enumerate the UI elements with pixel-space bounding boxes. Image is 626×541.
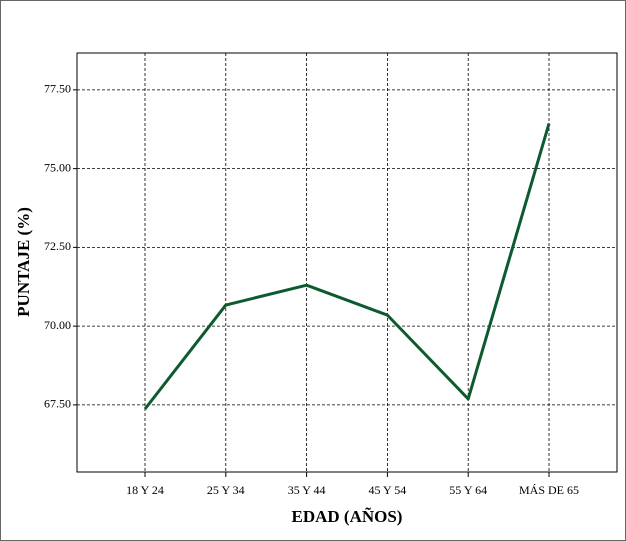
y-tick-label: 70.00 <box>44 318 71 332</box>
x-tick-label: 25 Y 34 <box>207 483 245 497</box>
x-tick-label: 35 Y 44 <box>288 483 326 497</box>
x-tick-label: 45 Y 54 <box>369 483 407 497</box>
x-axis-label: EDAD (AÑOS) <box>292 507 403 526</box>
y-axis-label: PUNTAJE (%) <box>14 207 33 317</box>
x-tick-label: 55 Y 64 <box>449 483 487 497</box>
x-tick-label: 18 Y 24 <box>126 483 164 497</box>
y-tick-label: 67.50 <box>44 397 71 411</box>
plot-area <box>76 52 618 473</box>
y-tick-label: 77.50 <box>44 82 71 96</box>
y-tick-label: 75.00 <box>44 160 71 174</box>
y-tick-label: 72.50 <box>44 239 71 253</box>
x-tick-label: MÁS DE 65 <box>519 483 579 497</box>
line <box>143 123 551 410</box>
